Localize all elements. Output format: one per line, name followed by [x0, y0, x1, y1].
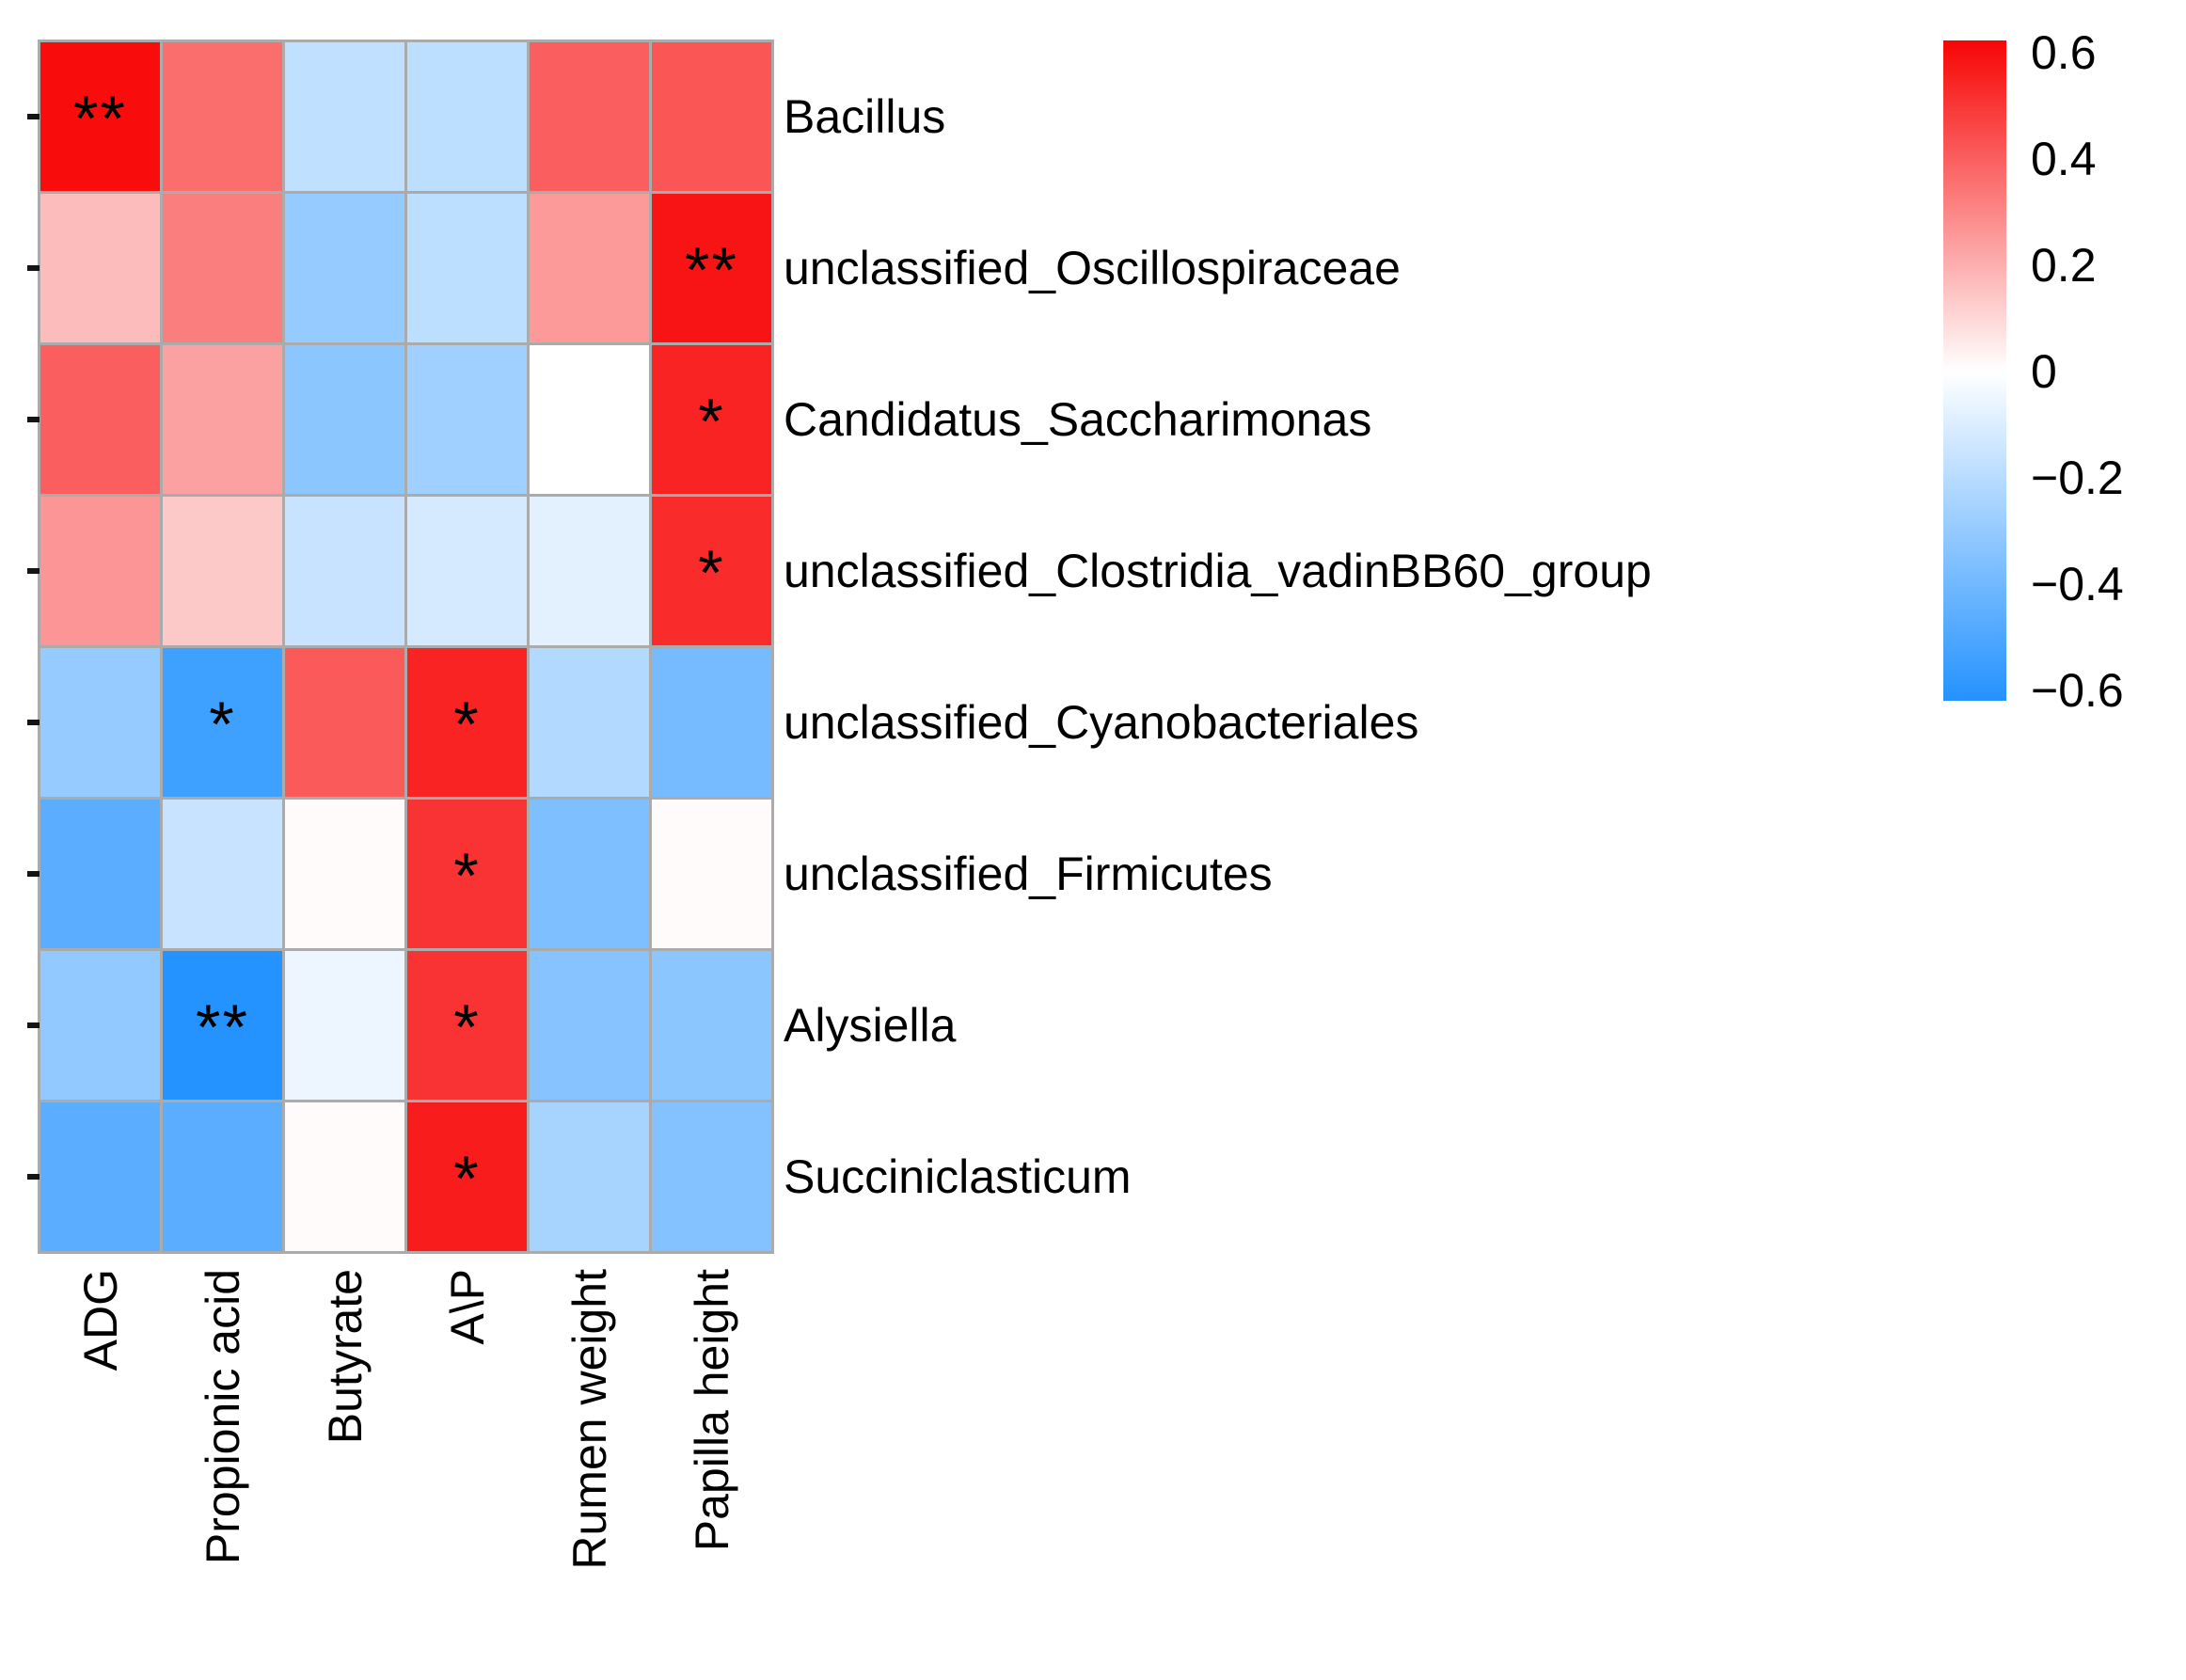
significance-marker: ** — [685, 234, 738, 306]
heatmap-cell — [163, 194, 282, 342]
significance-marker: ** — [73, 83, 127, 154]
heatmap-cell — [163, 800, 282, 948]
column-label: ADG — [73, 1269, 127, 1371]
significance-marker: * — [698, 386, 725, 457]
colorbar-tick-label: 0 — [2031, 345, 2057, 398]
heatmap-cell: ** — [652, 194, 771, 342]
heatmap-cell — [163, 497, 282, 645]
row-tick-mark — [27, 871, 40, 877]
heatmap-cell — [285, 1102, 404, 1251]
significance-marker: * — [453, 689, 481, 760]
heatmap-cell: ** — [163, 951, 282, 1100]
heatmap-cell — [285, 42, 404, 191]
heatmap-cell — [530, 1102, 649, 1251]
colorbar-tick-label: −0.4 — [2031, 558, 2124, 610]
heatmap-cell — [652, 951, 771, 1100]
row-tick-mark — [27, 1174, 40, 1180]
row-tick-mark — [27, 114, 40, 119]
heatmap-cell: * — [407, 951, 527, 1100]
heatmap-cell — [407, 345, 527, 494]
heatmap-cell — [285, 497, 404, 645]
column-label: Papilla height — [685, 1269, 738, 1552]
column-label: Rumen weight — [562, 1269, 616, 1570]
row-label: Bacillus — [784, 90, 946, 143]
heatmap-cell — [285, 345, 404, 494]
heatmap-cell — [530, 951, 649, 1100]
heatmap-cell — [285, 800, 404, 948]
colorbar-tick-label: 0.6 — [2031, 26, 2097, 79]
significance-marker: * — [453, 840, 481, 911]
heatmap-cell — [652, 42, 771, 191]
heatmap-cell — [530, 345, 649, 494]
row-label: unclassified_Cyanobacteriales — [784, 696, 1419, 749]
heatmap-cell: ** — [40, 42, 160, 191]
row-tick-mark — [27, 417, 40, 422]
heatmap-cell — [530, 497, 649, 645]
heatmap-cell — [163, 1102, 282, 1251]
row-tick-mark — [27, 265, 40, 271]
column-label: Propionic acid — [196, 1269, 249, 1565]
row-tick-mark — [27, 1022, 40, 1028]
heatmap-cell: * — [652, 345, 771, 494]
heatmap-cell — [530, 800, 649, 948]
significance-marker: * — [453, 1143, 481, 1214]
colorbar-tick-label: 0.4 — [2031, 133, 2097, 185]
heatmap-cell — [163, 42, 282, 191]
row-label: unclassified_Clostridia_vadinBB60_group — [784, 545, 1652, 597]
row-label: Alysiella — [784, 999, 957, 1052]
heatmap-cell — [40, 1102, 160, 1251]
row-label: Succiniclasticum — [784, 1150, 1132, 1203]
colorbar-tick-label: −0.6 — [2031, 664, 2124, 717]
heatmap-cell — [530, 648, 649, 797]
heatmap-cell — [530, 42, 649, 191]
colorbar-tick-label: −0.2 — [2031, 452, 2124, 504]
heatmap-cell — [40, 194, 160, 342]
row-label: unclassified_Firmicutes — [784, 848, 1273, 900]
significance-marker: ** — [196, 991, 249, 1063]
heatmap-cell — [285, 194, 404, 342]
heatmap-cell: * — [652, 497, 771, 645]
column-label: Butyrate — [318, 1269, 372, 1445]
heatmap-cell — [163, 345, 282, 494]
heatmap-cell — [40, 800, 160, 948]
row-tick-mark — [27, 568, 40, 574]
row-label: unclassified_Oscillospiraceae — [784, 242, 1401, 294]
colorbar-tick-label: 0.2 — [2031, 239, 2097, 292]
heatmap-cell — [40, 951, 160, 1100]
significance-marker: * — [453, 991, 481, 1063]
colorbar-gradient — [1943, 40, 2006, 701]
heatmap-cell: * — [407, 1102, 527, 1251]
row-tick-mark — [27, 720, 40, 725]
heatmap-cell: * — [407, 800, 527, 948]
heatmap-cell — [285, 951, 404, 1100]
heatmap-cell — [407, 497, 527, 645]
heatmap-cell — [285, 648, 404, 797]
heatmap-cell — [530, 194, 649, 342]
heatmap-cell — [652, 800, 771, 948]
column-label: A\P — [440, 1269, 494, 1345]
heatmap-grid: ** ** * * * * * ** * * — [38, 40, 774, 1254]
heatmap-cell — [40, 497, 160, 645]
row-label: Candidatus_Saccharimonas — [784, 393, 1372, 446]
heatmap-cell: * — [407, 648, 527, 797]
heatmap-cell — [652, 1102, 771, 1251]
heatmap-cell — [407, 42, 527, 191]
heatmap-cell — [40, 345, 160, 494]
significance-marker: * — [209, 689, 236, 760]
heatmap-cell — [407, 194, 527, 342]
heatmap-cell: * — [163, 648, 282, 797]
significance-marker: * — [698, 537, 725, 609]
heatmap-cell — [652, 648, 771, 797]
heatmap-cell — [40, 648, 160, 797]
